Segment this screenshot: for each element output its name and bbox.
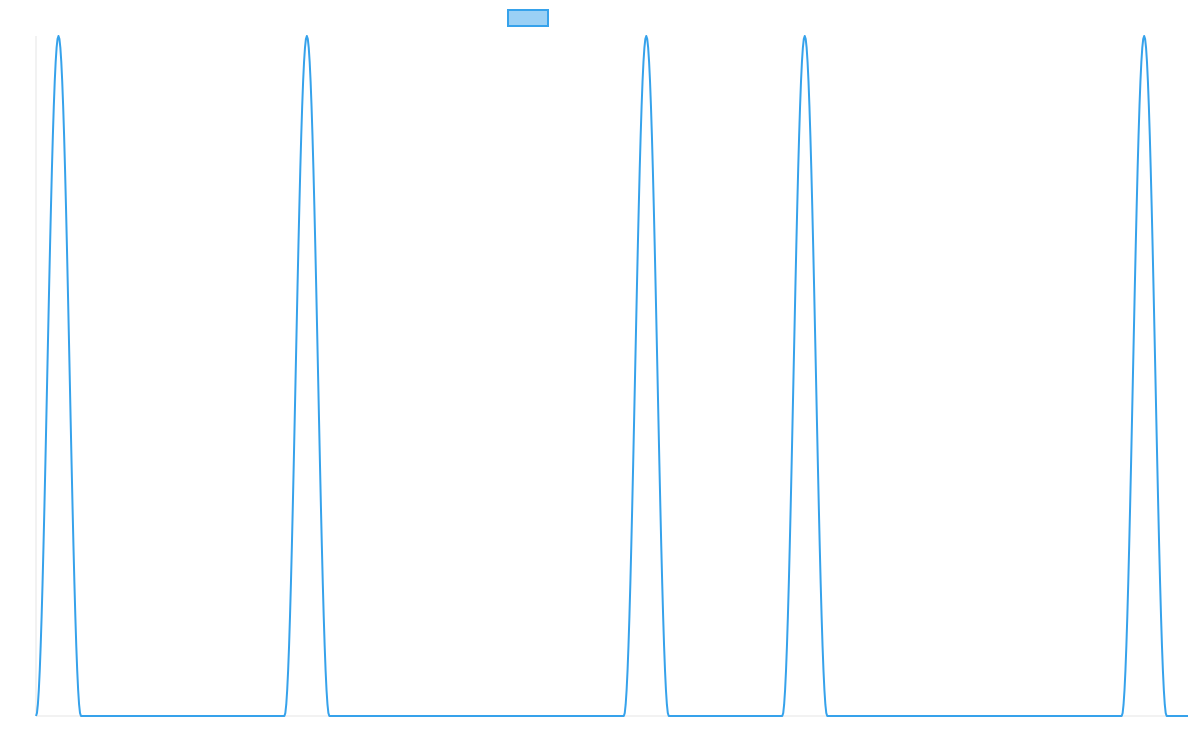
series-layer: [35, 35, 1188, 717]
legend-swatch[interactable]: [507, 9, 549, 27]
legend[interactable]: [507, 9, 549, 27]
series-line: [35, 35, 1188, 717]
axes: [35, 36, 1188, 717]
